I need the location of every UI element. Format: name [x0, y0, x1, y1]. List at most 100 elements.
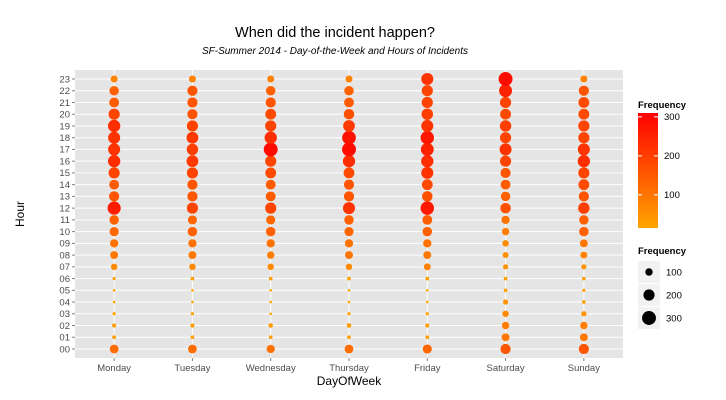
x-tick-label: Sunday	[568, 363, 600, 374]
data-point	[266, 215, 276, 225]
data-point	[344, 239, 354, 248]
data-point	[582, 300, 586, 304]
data-point	[499, 120, 512, 132]
size-legend-label: 300	[666, 313, 682, 324]
y-tick-label: 23	[59, 74, 70, 85]
data-point	[108, 143, 121, 156]
y-tick-label: 00	[59, 344, 70, 355]
data-point	[422, 191, 433, 202]
data-point	[499, 84, 513, 98]
data-point	[190, 312, 195, 316]
data-point	[420, 142, 434, 156]
data-point	[425, 323, 430, 328]
data-point	[266, 344, 275, 354]
data-point	[109, 239, 119, 248]
y-tick-label: 22	[59, 86, 70, 97]
data-point	[187, 191, 198, 202]
data-point	[423, 263, 431, 271]
x-tick-label: Tuesday	[174, 363, 210, 374]
data-point	[190, 335, 195, 340]
data-point	[423, 239, 432, 248]
data-point	[582, 288, 586, 292]
data-point	[186, 167, 199, 179]
data-point	[425, 276, 430, 281]
data-point	[191, 300, 194, 304]
data-point	[578, 167, 590, 179]
y-tick-label: 09	[59, 239, 70, 250]
data-point	[581, 264, 587, 270]
data-point	[188, 251, 197, 260]
data-point	[187, 179, 198, 190]
data-point	[342, 155, 356, 168]
data-point	[502, 264, 509, 270]
data-point	[500, 202, 511, 214]
data-point	[577, 143, 590, 156]
data-point	[263, 142, 278, 157]
y-tick-label: 03	[59, 309, 70, 320]
data-point	[502, 240, 509, 247]
data-point	[112, 323, 117, 328]
data-point	[109, 85, 119, 96]
data-point	[343, 191, 355, 202]
x-axis-title: DayOfWeek	[317, 374, 382, 388]
color-legend-bar	[638, 113, 658, 228]
data-point	[110, 251, 119, 260]
data-point	[265, 202, 277, 214]
data-point	[110, 263, 118, 271]
data-point	[344, 227, 354, 237]
data-point	[346, 323, 352, 328]
x-tick-label: Thursday	[329, 363, 369, 374]
chart-subtitle: SF-Summer 2014 - Day-of-the-Week and Hou…	[202, 46, 468, 57]
chart-title: When did the incident happen?	[235, 25, 435, 41]
data-point	[264, 131, 277, 144]
y-tick-label: 01	[59, 333, 70, 344]
data-point	[108, 131, 121, 144]
data-point	[421, 119, 434, 132]
y-tick-label: 17	[59, 145, 70, 156]
data-point	[265, 167, 277, 179]
data-point	[109, 227, 119, 237]
data-point	[265, 155, 277, 167]
data-point	[499, 132, 512, 144]
color-legend-title: Frequency	[638, 100, 687, 111]
y-tick-label: 06	[59, 274, 70, 285]
data-point	[579, 333, 588, 342]
data-point	[345, 251, 353, 260]
data-point	[186, 120, 199, 132]
data-point	[421, 85, 433, 97]
data-point	[498, 72, 513, 86]
data-point	[579, 239, 588, 248]
data-point	[578, 108, 590, 120]
data-point	[191, 289, 194, 292]
data-point	[265, 85, 276, 96]
x-axis-ticks: Monday Tuesday Wednesday Thursday Friday Satu…	[97, 358, 600, 374]
data-point	[109, 344, 119, 354]
x-tick-label: Saturday	[487, 363, 525, 374]
data-point	[580, 75, 588, 83]
y-tick-label: 16	[59, 156, 70, 167]
data-point	[107, 119, 121, 133]
data-point	[112, 300, 116, 304]
size-legend-dot	[645, 268, 653, 276]
size-legend-dot	[642, 311, 656, 325]
data-point	[107, 201, 121, 215]
y-tick-label: 13	[59, 192, 70, 203]
data-point	[425, 300, 429, 304]
data-point	[108, 167, 120, 179]
size-legend-label: 100	[666, 267, 682, 278]
data-point	[344, 85, 354, 96]
data-point	[342, 130, 356, 145]
data-point	[347, 276, 351, 281]
data-point	[269, 289, 273, 292]
data-point	[578, 202, 590, 214]
data-point	[268, 335, 273, 340]
data-point	[577, 155, 591, 168]
size-legend-dot	[643, 289, 655, 301]
data-point	[343, 120, 355, 132]
data-point	[344, 97, 354, 108]
data-point	[347, 312, 351, 316]
y-tick-label: 11	[60, 215, 70, 226]
y-axis-title: Hour	[13, 201, 27, 227]
data-point	[421, 155, 434, 168]
